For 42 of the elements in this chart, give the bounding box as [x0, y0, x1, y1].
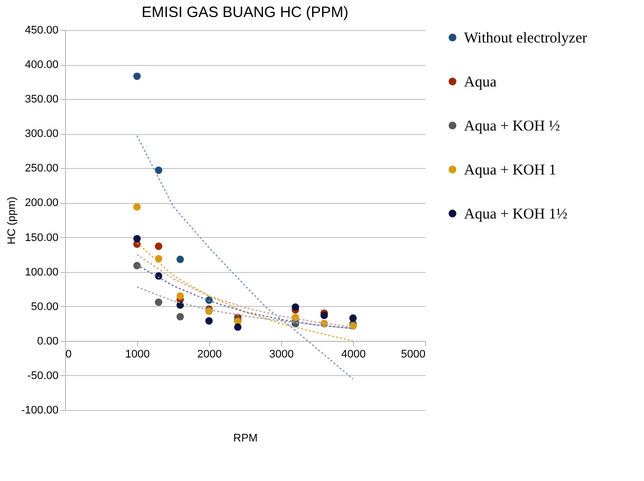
legend-label: Aqua + KOH 1: [464, 162, 556, 178]
x-tick-label: 3000: [269, 348, 294, 360]
x-axis-title: RPM: [233, 432, 258, 444]
y-tick-label: 400.00: [24, 59, 58, 72]
point: [234, 323, 242, 331]
legend-label: Aqua: [464, 74, 497, 90]
y-tick-label: 50.00: [30, 300, 58, 313]
point: [133, 203, 141, 211]
point: [154, 242, 162, 250]
x-tick-label: 5000: [401, 348, 426, 360]
point: [133, 72, 141, 80]
point: [349, 314, 357, 322]
x-tick-label: 1000: [125, 348, 150, 360]
point: [320, 312, 328, 320]
legend-label: Aqua + KOH ½: [464, 118, 560, 134]
point: [176, 256, 184, 264]
y-tick-label: 300.00: [24, 128, 58, 140]
y-tick-label: 350.00: [24, 94, 58, 106]
chart-title: EMISI GAS BUANG HC (PPM): [142, 4, 348, 21]
x-tick-label: 4000: [341, 348, 366, 360]
y-axis-title: HC (ppm): [6, 196, 18, 244]
legend-label: Without electrolyzer: [464, 30, 588, 46]
y-tick-label: 150.00: [24, 232, 58, 244]
point: [292, 303, 300, 311]
point: [154, 298, 162, 306]
point: [133, 234, 141, 242]
point: [133, 262, 141, 270]
legend-label: Aqua + KOH 1½: [464, 206, 568, 222]
y-tick-label: 0.00: [37, 335, 58, 348]
y-tick-label: -50.00: [27, 370, 58, 382]
point: [154, 166, 162, 174]
point: [205, 317, 213, 325]
x-tick-label: 0: [66, 348, 72, 360]
point: [176, 292, 184, 300]
y-tick-label: 250.00: [24, 162, 58, 175]
x-tick-label: 2000: [197, 348, 222, 360]
y-tick-label: 200.00: [24, 197, 58, 210]
point: [176, 313, 184, 320]
point: [154, 254, 162, 262]
y-tick-label: -100.00: [21, 404, 58, 416]
y-tick-label: 100.00: [24, 266, 58, 278]
y-tick-label: 450.00: [24, 24, 58, 36]
